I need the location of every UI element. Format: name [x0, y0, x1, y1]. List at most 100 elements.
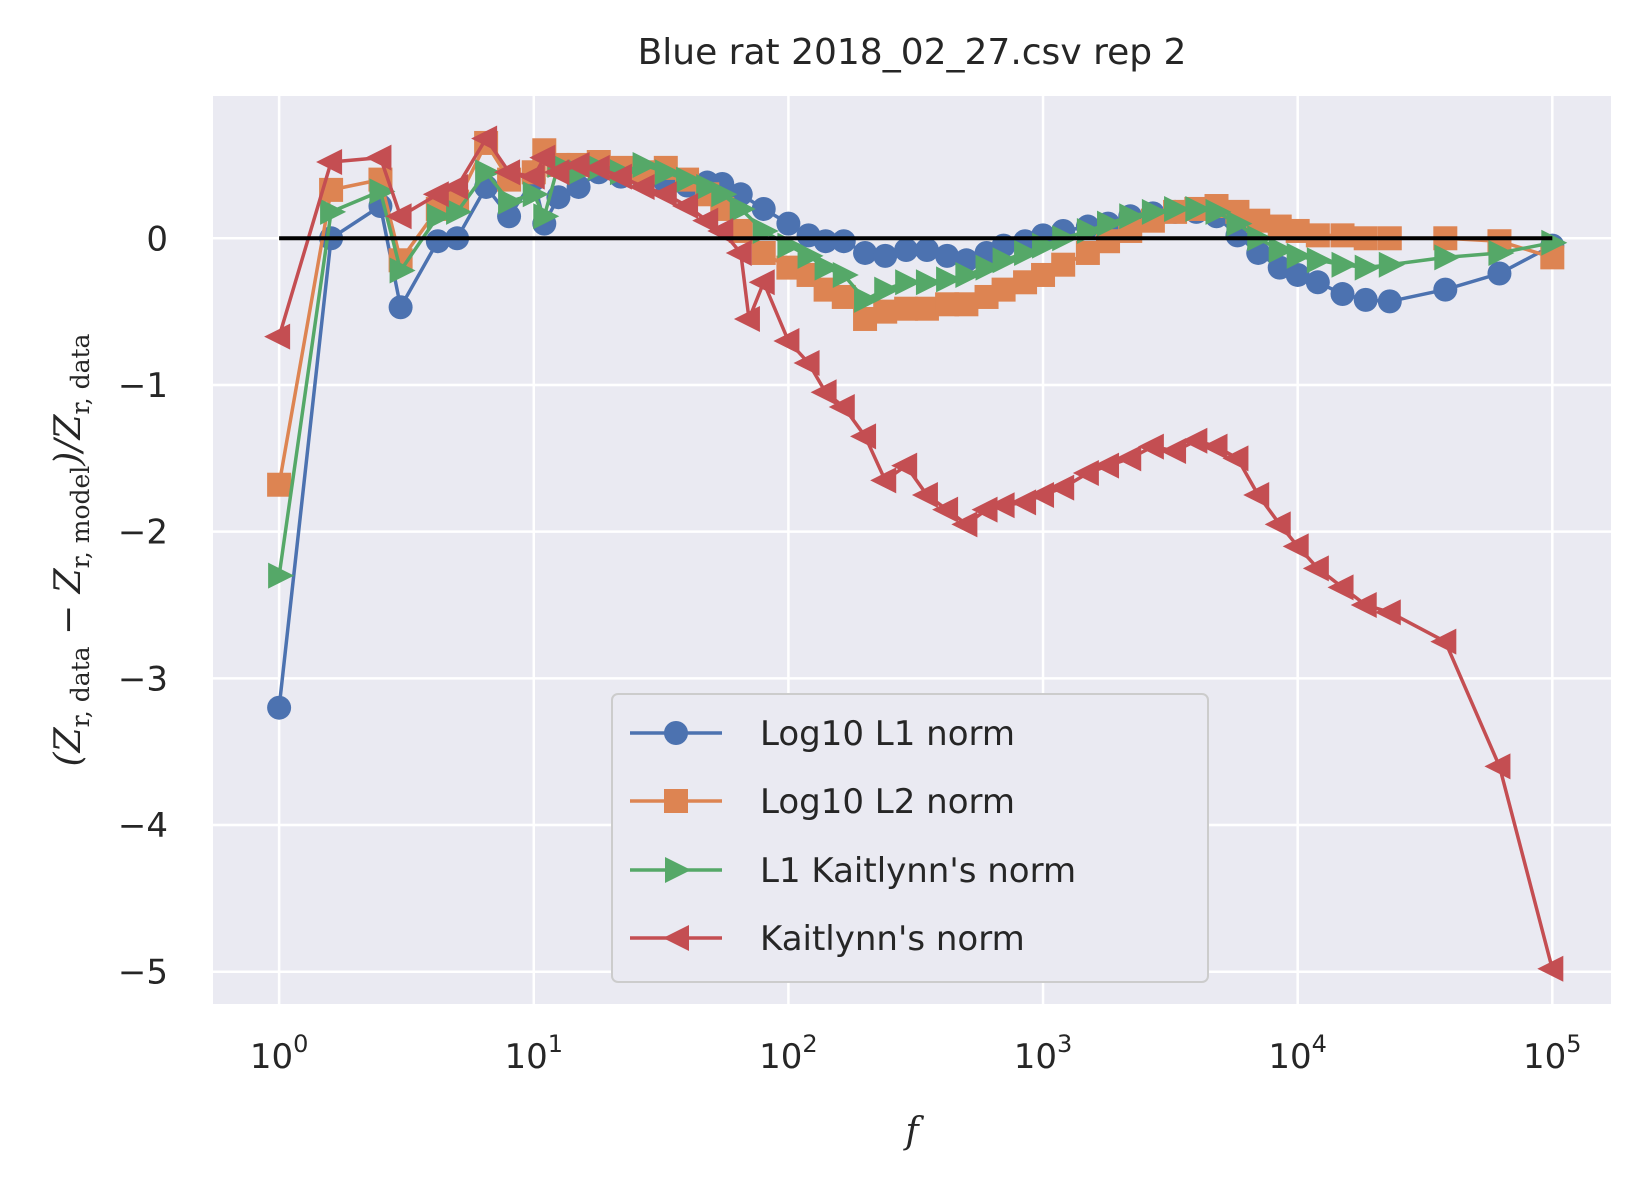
data-point	[1487, 261, 1512, 286]
data-point	[873, 299, 898, 324]
data-point	[748, 269, 775, 296]
data-point	[914, 296, 939, 321]
y-tick-label: −5	[118, 953, 168, 993]
data-point	[320, 198, 347, 225]
series-3	[264, 125, 1564, 982]
data-point	[425, 229, 450, 254]
data-point	[268, 562, 295, 589]
y-label-sub-2: r, model	[66, 466, 95, 569]
data-point	[422, 181, 449, 208]
data-point	[1434, 244, 1461, 271]
legend-marker-square-icon	[664, 789, 688, 813]
legend-box	[611, 693, 1209, 983]
legend-marker-circle-icon	[664, 721, 688, 745]
data-point	[1226, 210, 1253, 237]
data-point	[733, 305, 760, 332]
data-point	[1160, 437, 1187, 464]
x-tick-exponent: 3	[1057, 1030, 1072, 1058]
data-point	[1285, 262, 1310, 287]
data-point	[793, 349, 820, 376]
data-point	[1048, 474, 1075, 501]
data-point	[1185, 195, 1212, 222]
data-point	[1350, 592, 1377, 619]
legend-marker-triangle-right-icon	[665, 857, 691, 883]
data-point	[975, 254, 1002, 281]
data-point	[1330, 223, 1355, 248]
y-label-sub-1: r, data	[66, 646, 95, 727]
data-point	[1014, 239, 1041, 266]
y-label-part-2: − Z	[48, 567, 89, 646]
data-point	[914, 238, 939, 263]
data-point	[1119, 203, 1146, 230]
data-point	[954, 292, 979, 317]
data-point	[951, 511, 978, 538]
data-point	[494, 159, 521, 186]
data-point	[1541, 229, 1568, 256]
data-point	[518, 163, 545, 190]
data-point	[696, 173, 723, 200]
data-point	[831, 229, 856, 254]
data-point	[442, 173, 469, 200]
y-tick-label: −2	[118, 513, 168, 553]
data-point	[832, 261, 859, 288]
data-point	[563, 151, 590, 178]
data-point	[1430, 628, 1457, 655]
legend-label-log10-l1: Log10 L1 norm	[760, 714, 1015, 754]
legend-label-log10-l2: Log10 L2 norm	[760, 782, 1015, 822]
x-axis-label: f	[902, 1111, 924, 1152]
data-point	[316, 149, 343, 176]
data-point	[751, 240, 776, 265]
data-point	[894, 238, 919, 263]
data-point	[870, 467, 897, 494]
data-point	[911, 481, 938, 508]
data-point	[776, 211, 801, 236]
data-point	[1010, 489, 1037, 516]
data-point	[1181, 427, 1208, 454]
data-point	[1093, 452, 1120, 479]
data-point	[533, 203, 560, 230]
data-point	[385, 203, 412, 230]
data-point	[369, 178, 396, 205]
data-point	[873, 243, 898, 268]
data-point	[1205, 198, 1232, 225]
data-point	[936, 266, 963, 293]
y-tick-label: −3	[118, 659, 168, 699]
data-point	[1282, 533, 1309, 560]
data-point	[1302, 555, 1329, 582]
data-point	[1327, 574, 1354, 601]
legend-entry-log10-l1: Log10 L1 norm	[630, 714, 1015, 754]
y-tick-label: −1	[118, 366, 168, 406]
data-point	[1286, 242, 1313, 269]
data-point	[1354, 254, 1381, 281]
data-point	[1378, 251, 1405, 278]
data-point	[797, 242, 824, 269]
data-point	[1141, 198, 1168, 225]
legend-entry-l1-kaitlynn: L1 Kaitlynn's norm	[630, 851, 1076, 891]
data-point	[389, 257, 416, 284]
x-tick-base: 10	[250, 1037, 293, 1077]
data-point	[1075, 240, 1100, 265]
data-point	[583, 154, 610, 181]
data-point	[1537, 955, 1564, 982]
data-point	[1331, 251, 1358, 278]
x-tick-base: 10	[504, 1037, 547, 1077]
data-point	[471, 125, 498, 152]
data-point	[1137, 433, 1164, 460]
x-tick-exponent: 5	[1566, 1030, 1581, 1058]
data-point	[991, 277, 1016, 302]
x-tick-base: 10	[1014, 1037, 1057, 1077]
data-point	[932, 496, 959, 523]
data-point	[475, 159, 502, 186]
x-tick-label: 105	[1523, 1030, 1582, 1077]
x-tick-label: 103	[1014, 1030, 1073, 1077]
data-point	[813, 229, 838, 254]
y-label-sub-3: r, data	[66, 333, 95, 414]
data-point	[1031, 262, 1056, 287]
data-point	[1267, 255, 1292, 280]
data-point	[1097, 210, 1124, 237]
data-point	[529, 144, 556, 171]
data-point	[751, 196, 776, 221]
data-point	[1115, 445, 1142, 472]
data-point	[1306, 247, 1333, 274]
data-point	[1201, 433, 1228, 460]
